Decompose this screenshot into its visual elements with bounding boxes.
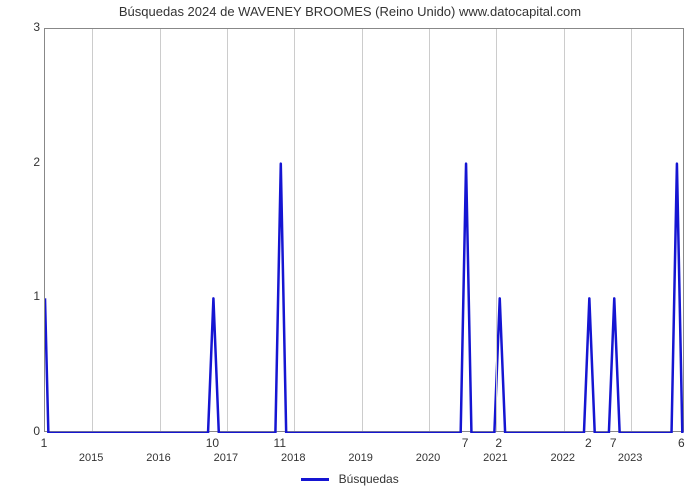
grid-line [92,29,93,431]
grid-line [227,29,228,431]
legend-label: Búsquedas [339,472,399,486]
grid-line [362,29,363,431]
line-series-svg [45,29,685,433]
value-label: 7 [610,436,617,450]
x-tick-label: 2020 [416,452,440,464]
grid-line [160,29,161,431]
x-tick-label: 2015 [79,452,103,464]
y-tick-label: 1 [12,289,40,303]
legend-swatch [301,478,329,481]
value-label: 6 [678,436,685,450]
y-tick-label: 2 [12,155,40,169]
x-tick-label: 2022 [550,452,574,464]
x-tick-label: 2016 [146,452,170,464]
x-tick-label: 2023 [618,452,642,464]
value-label: 11 [274,436,286,450]
x-tick-label: 2021 [483,452,507,464]
y-tick-label: 3 [12,20,40,34]
chart-title: Búsquedas 2024 de WAVENEY BROOMES (Reino… [0,4,700,19]
searches-chart: Búsquedas 2024 de WAVENEY BROOMES (Reino… [0,0,700,500]
grid-line [564,29,565,431]
grid-line [429,29,430,431]
value-label: 7 [462,436,469,450]
plot-area [44,28,684,432]
grid-line [496,29,497,431]
y-tick-label: 0 [12,424,40,438]
grid-line [631,29,632,431]
value-label: 10 [206,436,219,450]
value-label: 2 [495,436,502,450]
x-tick-label: 2017 [214,452,238,464]
value-label: 2 [585,436,592,450]
x-tick-label: 2019 [348,452,372,464]
grid-line [294,29,295,431]
legend: Búsquedas [0,472,700,486]
value-label: 1 [41,436,48,450]
line-series [45,164,682,433]
x-tick-label: 2018 [281,452,305,464]
